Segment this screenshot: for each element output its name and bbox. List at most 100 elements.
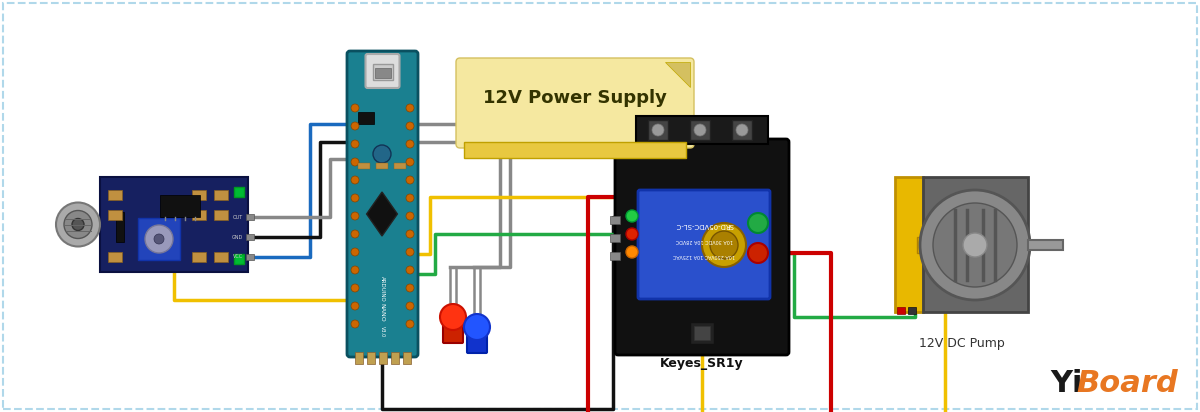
Circle shape [373,145,391,163]
Bar [895,177,923,312]
Bar [214,252,228,262]
Circle shape [964,233,986,257]
Text: Keyes_SR1y: Keyes_SR1y [660,358,744,370]
Text: Board: Board [1076,370,1177,398]
Text: Yi: Yi [1050,370,1082,398]
Circle shape [406,230,414,238]
Circle shape [352,212,359,220]
Bar [1028,240,1063,250]
Text: ARDUINO: ARDUINO [379,276,384,302]
Circle shape [56,203,100,246]
FancyBboxPatch shape [467,331,487,353]
Bar [214,210,228,220]
Text: GND: GND [232,234,242,239]
Text: SRD-05VDC-SL-C: SRD-05VDC-SL-C [674,222,733,228]
Bar [246,214,254,220]
Circle shape [626,246,638,258]
Circle shape [406,104,414,112]
Bar [138,218,180,260]
Circle shape [920,190,1030,300]
Bar [690,120,710,140]
Circle shape [406,302,414,310]
Bar [376,163,388,169]
Circle shape [64,211,92,239]
Circle shape [406,176,414,184]
Circle shape [702,223,746,267]
Bar [234,187,244,197]
Circle shape [748,213,768,233]
Text: 10A 250VAC 10A 125VAC: 10A 250VAC 10A 125VAC [673,253,734,258]
Polygon shape [367,192,397,236]
Bar [367,352,374,364]
Circle shape [352,158,359,166]
Circle shape [736,124,748,136]
Text: 12V Power Supply: 12V Power Supply [484,89,667,107]
Circle shape [406,122,414,130]
FancyBboxPatch shape [366,54,400,88]
Circle shape [406,248,414,256]
Circle shape [652,124,664,136]
Text: OUT: OUT [233,215,242,220]
Bar [192,210,206,220]
Circle shape [72,218,84,230]
Polygon shape [665,62,690,87]
Circle shape [352,176,359,184]
Bar [214,190,228,200]
Bar [917,237,931,253]
Bar [690,322,714,344]
Circle shape [748,243,768,263]
Bar [192,252,206,262]
Bar [732,120,752,140]
Bar [394,163,406,169]
Bar [610,252,620,260]
Bar [372,64,392,80]
Bar [610,216,620,224]
Circle shape [352,122,359,130]
Bar [636,116,768,144]
Bar [246,234,254,240]
Text: VCC: VCC [233,255,242,260]
FancyBboxPatch shape [456,58,694,148]
Circle shape [710,231,738,259]
Bar [648,120,668,140]
Bar [464,142,686,158]
Circle shape [406,212,414,220]
Circle shape [934,203,1018,287]
Circle shape [352,320,359,328]
Bar [192,190,206,200]
Bar [908,307,916,314]
Bar [391,352,398,364]
Circle shape [352,266,359,274]
Bar [108,252,122,262]
Bar [358,112,374,124]
Circle shape [464,314,490,340]
Circle shape [694,124,706,136]
Circle shape [352,104,359,112]
FancyBboxPatch shape [443,321,463,343]
Bar [355,352,364,364]
Circle shape [352,302,359,310]
Bar [234,254,244,264]
Circle shape [406,140,414,148]
Circle shape [154,234,164,244]
Bar [379,352,386,364]
Text: 12V DC Pump: 12V DC Pump [919,337,1004,351]
FancyBboxPatch shape [347,51,418,357]
Text: 10A 30VDC 10A 28VDC: 10A 30VDC 10A 28VDC [676,237,733,243]
Bar [246,254,254,260]
Bar [358,163,370,169]
Circle shape [352,248,359,256]
Bar [116,212,124,242]
Circle shape [626,228,638,240]
Bar [108,210,122,220]
Circle shape [406,266,414,274]
Circle shape [352,194,359,202]
Text: V3.0: V3.0 [379,326,384,337]
Circle shape [626,210,638,222]
Bar [898,307,905,314]
Bar [923,177,1028,312]
Circle shape [406,284,414,292]
Circle shape [145,225,173,253]
Circle shape [406,320,414,328]
Bar [403,352,410,364]
